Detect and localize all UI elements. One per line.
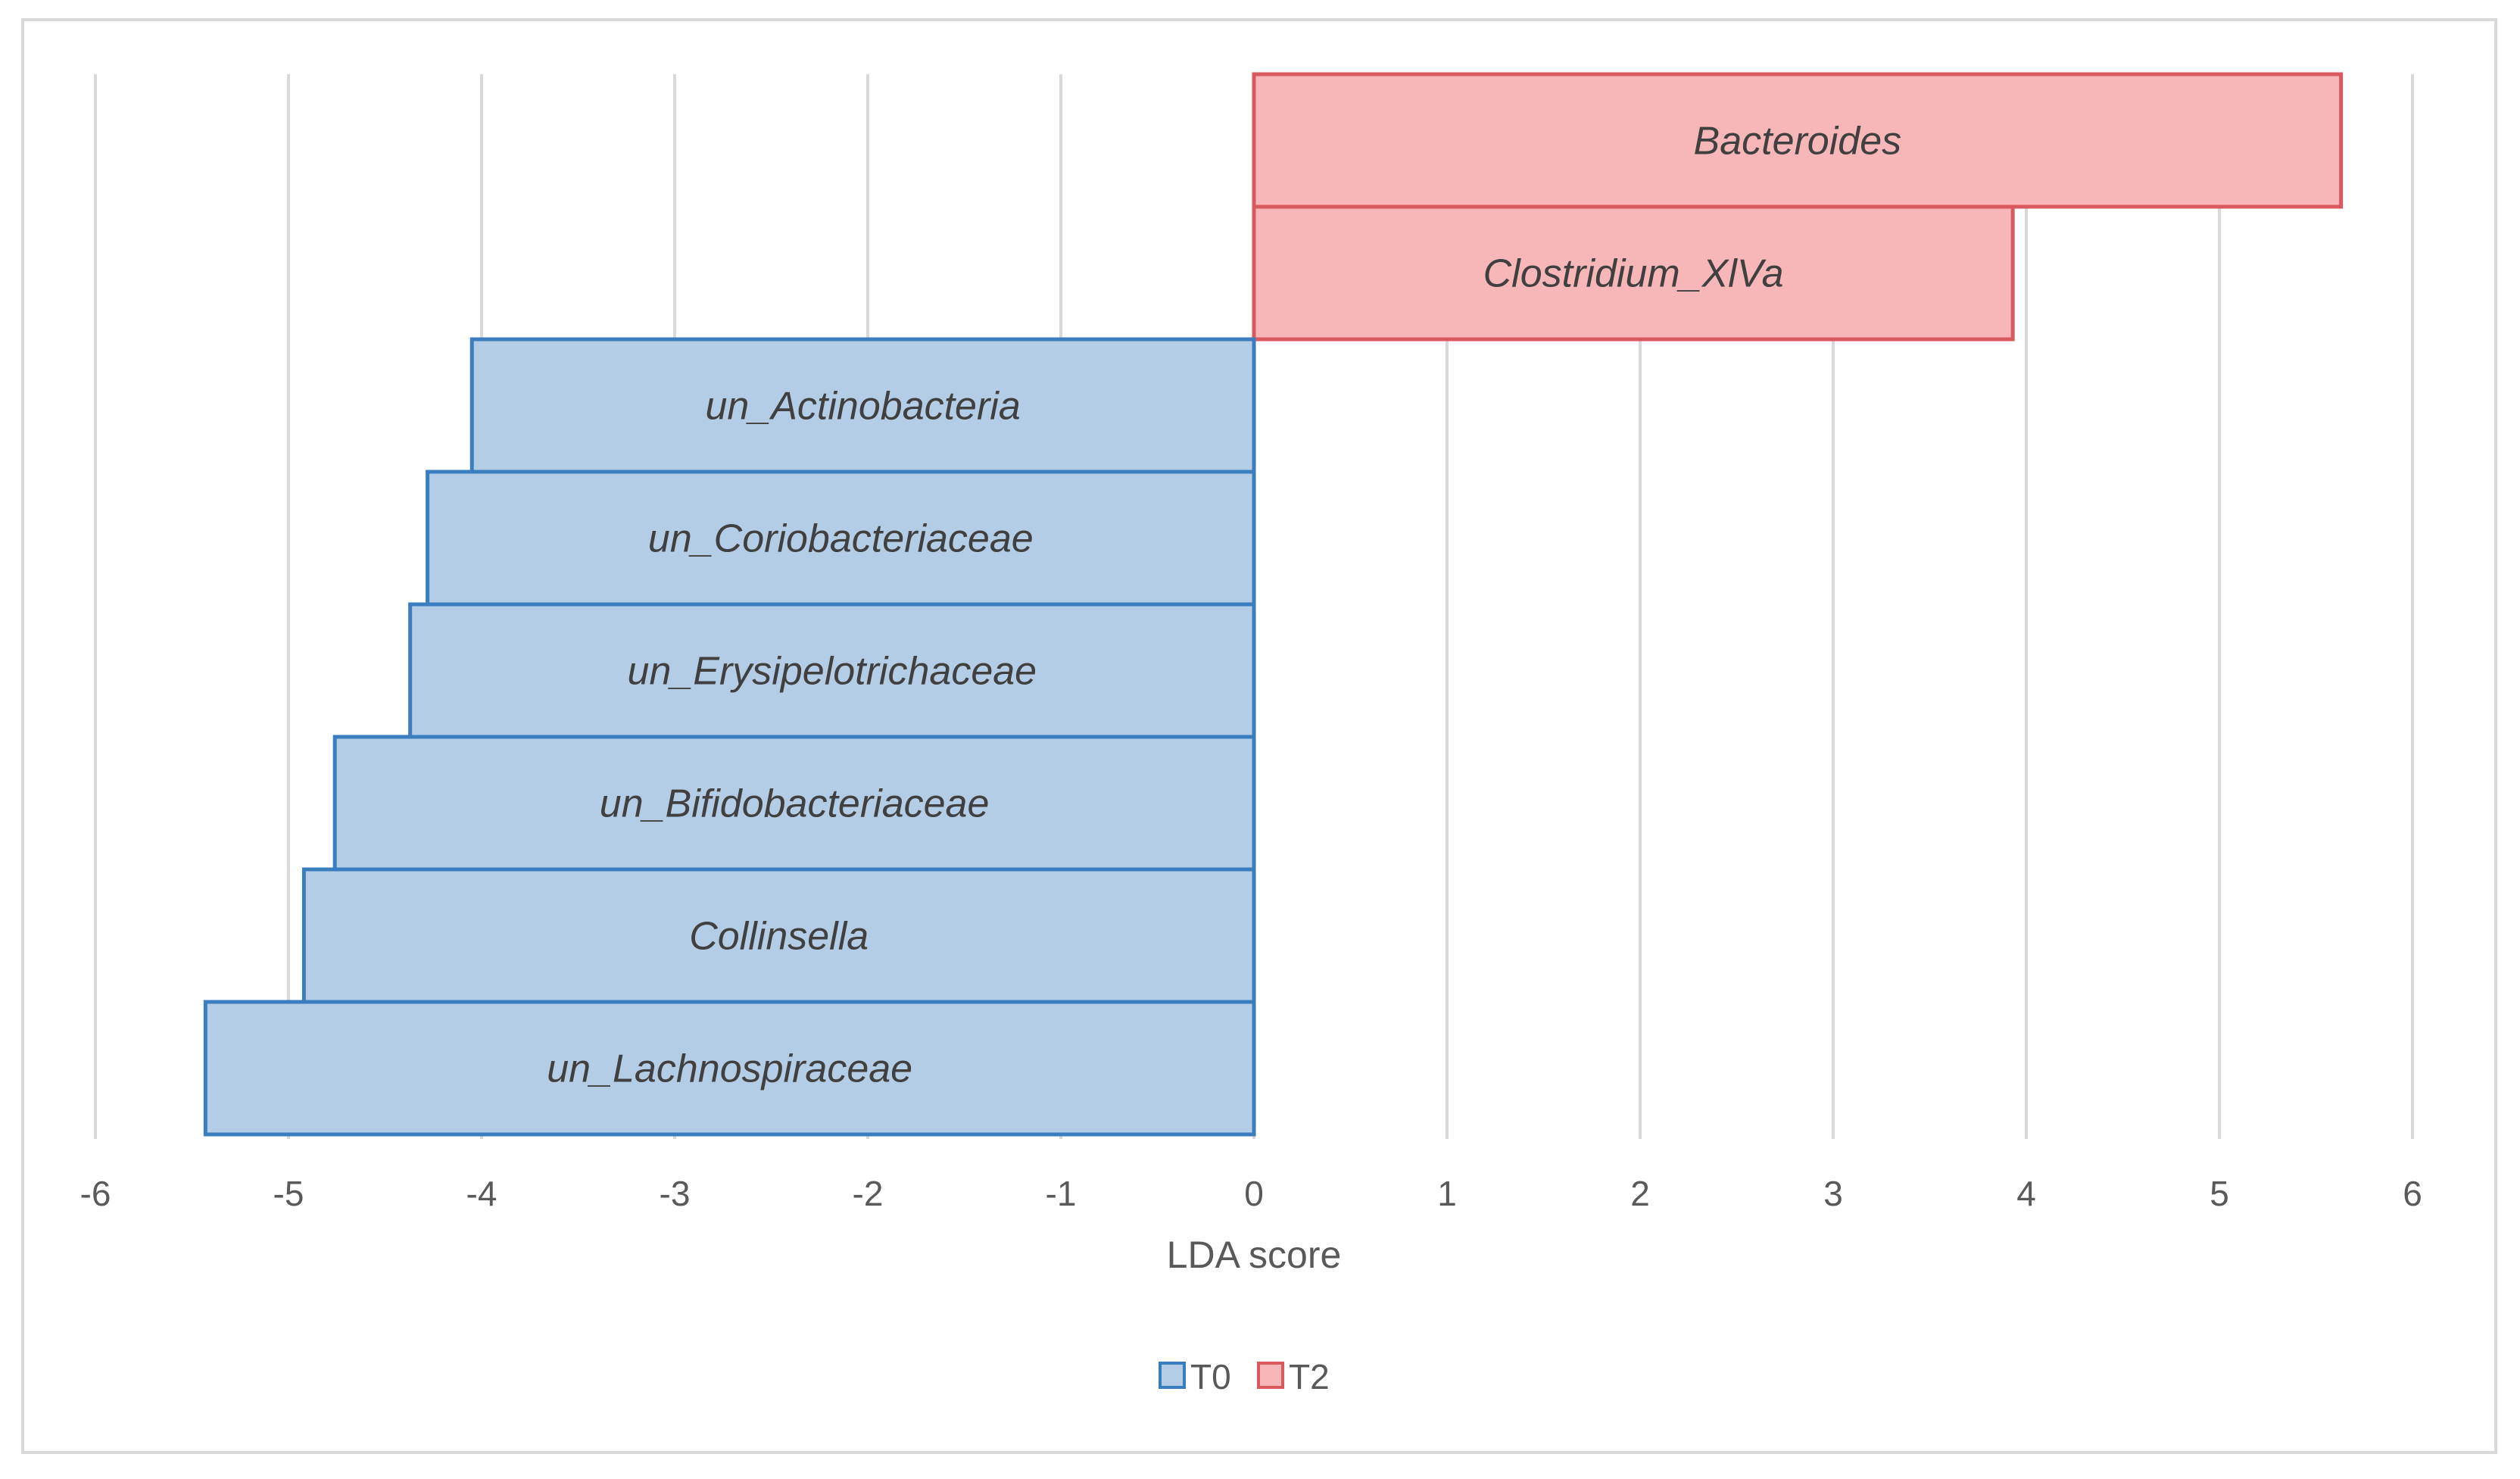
bar bbox=[1252, 72, 2344, 209]
bar bbox=[469, 337, 1256, 474]
x-tick-label: 4 bbox=[2016, 1174, 2036, 1213]
bar-label: un_Bifidobacteriaceae bbox=[600, 782, 990, 826]
x-tick-label: -5 bbox=[273, 1174, 304, 1213]
bar-label: un_Lachnospiraceae bbox=[547, 1047, 912, 1091]
x-tick-label: -3 bbox=[660, 1174, 691, 1213]
bar bbox=[203, 1000, 1256, 1137]
bar-label: Bacteroides bbox=[1694, 120, 1902, 164]
legend-label: T0 bbox=[1190, 1357, 1231, 1396]
x-tick-label: -1 bbox=[1046, 1174, 1077, 1213]
x-tick-label: 5 bbox=[2210, 1174, 2229, 1213]
x-tick-label: 2 bbox=[1630, 1174, 1650, 1213]
x-tick-label: 3 bbox=[1823, 1174, 1843, 1213]
legend-label: T2 bbox=[1289, 1357, 1330, 1396]
x-tick-label: 0 bbox=[1244, 1174, 1264, 1213]
x-tick-label: -6 bbox=[80, 1174, 111, 1213]
bar bbox=[301, 867, 1256, 1004]
x-tick-label: 1 bbox=[1437, 1174, 1457, 1213]
x-tick-label: 6 bbox=[2403, 1174, 2422, 1213]
x-tick-label: -2 bbox=[853, 1174, 884, 1213]
bar-label: un_Erysipelotrichaceae bbox=[628, 650, 1037, 694]
bar-label: un_Actinobacteria bbox=[705, 385, 1020, 429]
x-tick-labels: -6 -5 -4 -3 -2 -1 0 1 2 3 4 5 6 bbox=[80, 1174, 2422, 1213]
x-tick-label: -4 bbox=[466, 1174, 497, 1213]
legend-item-t2[interactable]: T2 bbox=[1257, 1357, 1330, 1396]
x-axis-title: LDA score bbox=[1167, 1234, 1342, 1276]
bar-label: Clostridium_XlVa bbox=[1483, 252, 1784, 296]
chart-frame: Bacteroides Clostridium_XlVa un_Actinobact… bbox=[21, 18, 2497, 1454]
lda-bar-chart: Bacteroides Clostridium_XlVa un_Actinobact… bbox=[80, 72, 2422, 1396]
bar bbox=[408, 602, 1256, 739]
legend[interactable]: T0 T2 bbox=[1159, 1357, 1330, 1396]
legend-swatch bbox=[1257, 1362, 1284, 1389]
bars: Bacteroides Clostridium_XlVa un_Actinobact… bbox=[203, 72, 2344, 1137]
legend-swatch bbox=[1159, 1362, 1186, 1389]
legend-item-t0[interactable]: T0 bbox=[1159, 1357, 1231, 1396]
bar-label: Collinsella bbox=[689, 915, 869, 959]
bar bbox=[1252, 204, 2015, 342]
bar-label: un_Coriobacteriaceae bbox=[648, 517, 1034, 561]
